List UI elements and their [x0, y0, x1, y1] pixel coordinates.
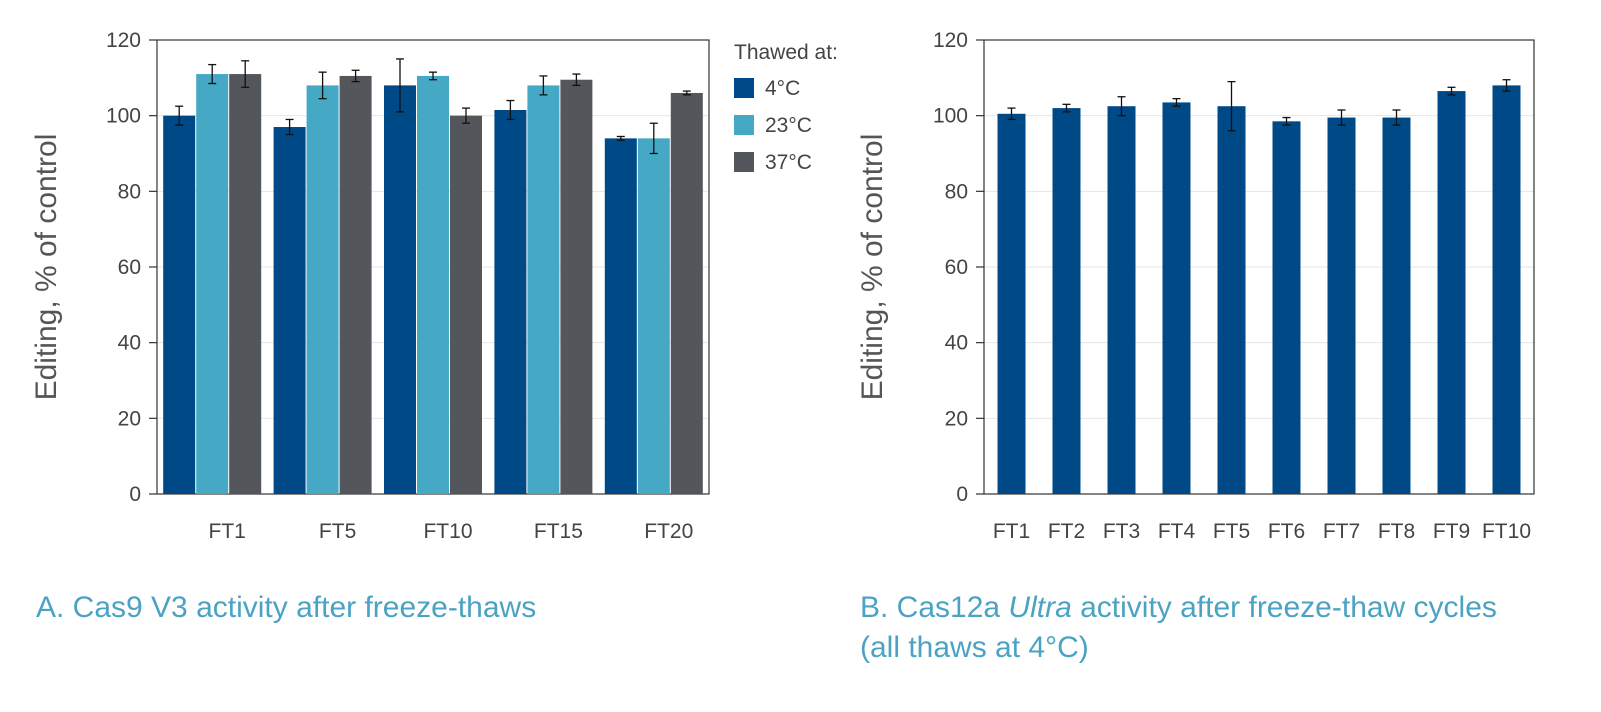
- caption-panel-b: B. Cas12a Ultra activity after freeze-th…: [860, 588, 1497, 668]
- y-axis-label: Editing, % of control: [30, 134, 63, 401]
- bar: [196, 74, 229, 495]
- x-tick-label: FT2: [1048, 520, 1085, 543]
- y-tick-label: 40: [945, 332, 968, 355]
- caption-b-start: B. Cas12a: [860, 591, 1009, 624]
- bar: [670, 92, 703, 494]
- x-tick-label: FT8: [1378, 520, 1415, 543]
- y-tick-label: 0: [956, 483, 968, 506]
- y-tick-label: 60: [945, 256, 968, 279]
- caption-b-end: activity after freeze-thaw cycles: [1071, 591, 1497, 624]
- bar: [494, 109, 527, 494]
- bar: [339, 75, 372, 495]
- bar: [997, 113, 1026, 495]
- bar: [1272, 121, 1301, 494]
- x-tick-label: FT15: [534, 520, 583, 543]
- bar: [1107, 106, 1136, 494]
- bar: [1162, 102, 1191, 495]
- bar: [560, 79, 593, 494]
- x-tick-label: FT6: [1268, 520, 1305, 543]
- y-tick-label: 120: [933, 29, 968, 52]
- legend-swatch: [734, 78, 754, 98]
- y-tick-label: 100: [106, 105, 141, 128]
- y-tick-label: 100: [933, 105, 968, 128]
- x-tick-label: FT7: [1323, 520, 1360, 543]
- x-tick-label: FT1: [993, 520, 1030, 543]
- caption-b-line2: (all thaws at 4°C): [860, 631, 1089, 664]
- bar: [1437, 91, 1466, 494]
- y-tick-label: 40: [118, 332, 141, 355]
- x-tick-label: FT20: [644, 520, 693, 543]
- y-axis-label: Editing, % of control: [856, 134, 889, 401]
- x-tick-label: FT9: [1433, 520, 1470, 543]
- bar: [1217, 106, 1246, 494]
- bar: [1052, 108, 1081, 494]
- legend-title: Thawed at:: [734, 41, 838, 64]
- legend-label: 23°C: [765, 114, 812, 137]
- bar: [163, 115, 196, 495]
- bar: [229, 74, 262, 495]
- bar: [604, 138, 637, 494]
- x-tick-label: FT3: [1103, 520, 1140, 543]
- bar: [384, 85, 416, 495]
- bar: [527, 85, 560, 495]
- legend-label: 4°C: [765, 77, 800, 100]
- x-tick-label: FT4: [1158, 520, 1196, 543]
- y-tick-label: 120: [106, 29, 141, 52]
- x-tick-label: FT5: [319, 520, 356, 543]
- chart-panel-a: 0 20 40 60 80 100 120 Editing, % of control FT1 F…: [30, 29, 838, 543]
- legend-label: 37°C: [765, 151, 812, 174]
- bar: [1382, 117, 1411, 494]
- caption-a-text: A. Cas9 V3 activity after freeze-thaws: [36, 591, 537, 624]
- y-tick-label: 20: [118, 407, 141, 430]
- bar: [1492, 85, 1521, 495]
- y-tick-label: 0: [129, 483, 141, 506]
- bar: [306, 85, 339, 495]
- y-tick-label: 60: [118, 256, 141, 279]
- bar: [273, 127, 306, 495]
- caption-panel-a: A. Cas9 V3 activity after freeze-thaws: [36, 588, 536, 628]
- y-tick-label: 20: [945, 407, 968, 430]
- bar: [637, 138, 670, 494]
- x-tick-label: FT10: [1482, 520, 1531, 543]
- legend: Thawed at: 4°C 23°C 37°C: [734, 41, 838, 174]
- chart-panel-b: 0 20 40 60 80 100 120 Editing, % of control FT1 F…: [856, 29, 1535, 543]
- bar: [450, 115, 482, 495]
- y-tick-label: 80: [945, 180, 968, 203]
- legend-swatch: [734, 152, 754, 172]
- x-tick-label: FT1: [209, 520, 246, 543]
- x-tick-label: FT5: [1213, 520, 1250, 543]
- bar: [417, 75, 449, 495]
- bar: [1327, 117, 1356, 494]
- y-tick-label: 80: [118, 180, 141, 203]
- caption-b-ultra: Ultra: [1008, 591, 1072, 624]
- legend-swatch: [734, 115, 754, 135]
- x-tick-label: FT10: [423, 520, 472, 543]
